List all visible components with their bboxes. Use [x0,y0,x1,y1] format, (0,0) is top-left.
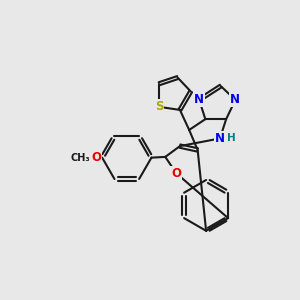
Text: H: H [227,134,236,143]
Text: O: O [171,167,181,180]
Text: N: N [194,93,204,106]
Text: CH₃: CH₃ [71,153,91,163]
Text: N: N [230,93,240,106]
Text: S: S [155,100,164,113]
Text: N: N [215,132,225,145]
Text: O: O [91,151,101,164]
